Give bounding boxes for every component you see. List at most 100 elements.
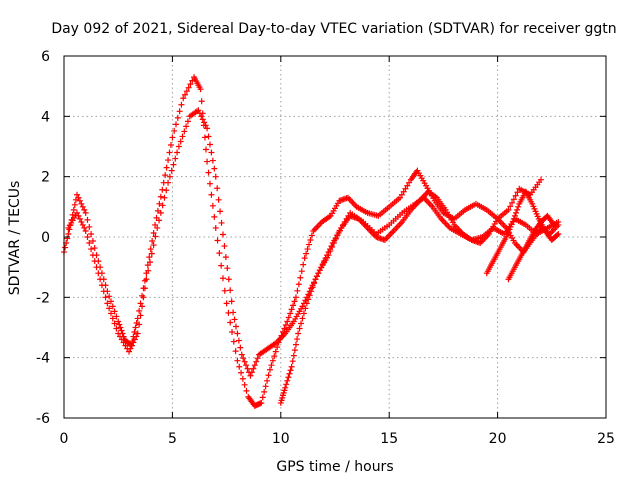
data-point-interp (159, 202, 166, 209)
data-point-interp (122, 342, 129, 349)
x-tick-label: 0 (60, 431, 69, 447)
data-point-interp (208, 149, 215, 156)
data-point-interp (136, 307, 143, 314)
data-point-interp (217, 208, 224, 215)
data-point-interp (163, 187, 170, 194)
data-point-interp (286, 370, 293, 377)
data-point (266, 366, 273, 373)
data-point (115, 330, 122, 337)
data-point-interp (211, 165, 218, 172)
data-point-interp (75, 212, 82, 219)
data-point-interp (221, 287, 228, 294)
data-point-interp (240, 355, 247, 362)
data-point-interp (199, 116, 206, 123)
data-point (154, 224, 161, 231)
data-point-interp (109, 303, 116, 310)
data-point-interp (163, 164, 170, 171)
data-point-interp (157, 209, 164, 216)
data-point-interp (291, 298, 298, 305)
data-point (212, 173, 219, 180)
data-point-interp (507, 203, 514, 210)
data-point-interp (318, 264, 325, 271)
data-point-interp (201, 134, 208, 141)
data-point-interp (285, 374, 292, 381)
data-point-interp (227, 319, 234, 326)
data-point-interp (322, 255, 329, 262)
data-point-interp (196, 110, 203, 117)
data-point-interp (141, 285, 148, 292)
data-point-interp (227, 287, 234, 294)
data-point-interp (228, 298, 235, 305)
data-point-interp (106, 305, 113, 312)
data-point-interp (88, 230, 95, 237)
data-point-interp (89, 238, 96, 245)
data-point-interp (137, 300, 144, 307)
data-point (234, 357, 241, 364)
data-point-interp (290, 352, 297, 359)
data-point-interp (259, 394, 266, 401)
series-track-5 (505, 212, 557, 283)
data-point (204, 125, 211, 132)
x-tick-label: 15 (380, 431, 398, 447)
data-point-interp (271, 353, 278, 360)
data-point-interp (111, 308, 118, 315)
data-point-interp (89, 252, 96, 259)
data-point-interp (319, 261, 326, 268)
data-point-interp (62, 244, 69, 251)
data-point (555, 230, 562, 237)
data-point-interp (120, 339, 127, 346)
data-point-interp (287, 367, 294, 374)
data-point-interp (184, 118, 191, 125)
data-point-interp (150, 229, 157, 236)
data-point-interp (183, 123, 190, 130)
data-point-interp (84, 216, 91, 223)
data-point-interp (116, 321, 123, 328)
data-point-interp (316, 267, 323, 274)
data-point-interp (311, 280, 318, 287)
data-point-interp (140, 294, 147, 301)
data-point-interp (147, 246, 154, 253)
data-point (115, 318, 122, 325)
data-point (397, 194, 404, 201)
data-point-interp (306, 292, 313, 299)
data-point (180, 95, 187, 102)
data-point-interp (136, 321, 143, 328)
data-point (284, 318, 291, 325)
data-point-interp (170, 161, 177, 168)
data-point-interp (146, 254, 153, 261)
data-point-interp (132, 324, 139, 331)
data-point-interp (406, 179, 413, 186)
data-point-interp (139, 303, 146, 310)
data-point-interp (78, 200, 85, 207)
data-point-interp (514, 189, 521, 196)
data-point-interp (162, 172, 169, 179)
data-point-interp (209, 157, 216, 164)
data-point-interp (177, 138, 184, 145)
data-point-interp (75, 194, 82, 201)
data-point-interp (230, 338, 237, 345)
data-point-interp (202, 122, 209, 129)
data-point-interp (554, 231, 561, 238)
series-track-4 (483, 188, 562, 277)
data-point (82, 209, 89, 216)
data-point (537, 176, 544, 183)
x-tick-label: 10 (272, 431, 290, 447)
data-point-interp (290, 302, 297, 309)
data-point-interp (187, 81, 194, 88)
data-point-interp (146, 259, 153, 266)
data-point (550, 221, 557, 228)
data-point (282, 384, 289, 391)
data-point (221, 243, 228, 250)
data-point-interp (238, 369, 245, 376)
x-tick-label: 25 (597, 431, 615, 447)
data-point-interp (131, 329, 138, 336)
data-point-interp (291, 347, 298, 354)
data-point-interp (515, 203, 522, 210)
data-point (212, 224, 219, 231)
data-point-interp (156, 217, 163, 224)
data-point-interp (91, 245, 98, 252)
data-point-interp (150, 242, 157, 249)
data-point-interp (308, 232, 315, 239)
data-point-interp (241, 381, 248, 388)
data-point-interp (244, 365, 251, 372)
